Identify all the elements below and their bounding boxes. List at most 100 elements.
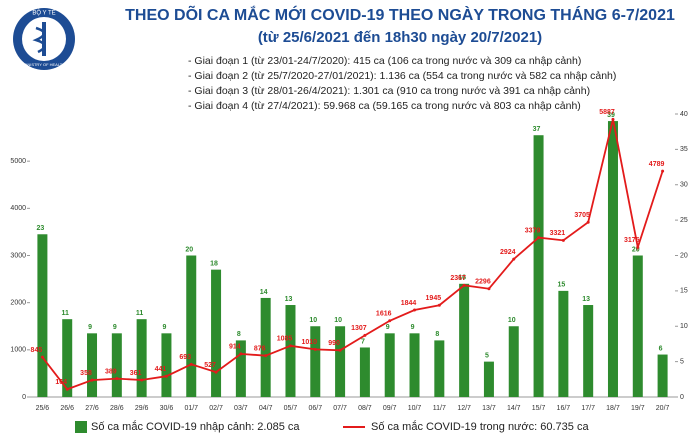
line-label: 527	[204, 362, 216, 369]
bar-label: 9	[411, 324, 415, 331]
line-label: 990	[328, 340, 340, 347]
x-tick-label: 17/7	[581, 405, 595, 412]
bar	[285, 305, 296, 397]
bar	[409, 333, 420, 397]
line-point	[189, 362, 193, 366]
legend-label: Số ca mắc COVID-19 trong nước: 60.735 ca	[371, 420, 589, 433]
bar-label: 6	[659, 345, 663, 352]
x-tick-label: 26/6	[60, 405, 74, 412]
y2-tick-label: 40	[680, 111, 688, 118]
line-label: 1844	[401, 300, 417, 307]
line-point	[65, 387, 69, 391]
x-tick-label: 10/7	[408, 405, 422, 412]
bar-label: 9	[386, 324, 390, 331]
y-tick-label: 0	[22, 394, 26, 401]
y-tick-label: 2000	[10, 300, 26, 307]
bar-label: 8	[237, 331, 241, 338]
x-tick-label: 09/7	[383, 405, 397, 412]
line-label: 914	[229, 344, 241, 351]
x-tick-label: 12/7	[457, 405, 471, 412]
y-tick-label: 5000	[10, 158, 26, 165]
line-point	[611, 117, 615, 121]
bar	[62, 319, 73, 397]
bar	[37, 234, 48, 397]
line-point	[537, 236, 541, 240]
x-tick-label: 27/6	[85, 405, 99, 412]
bar-label: 13	[285, 296, 293, 303]
bar	[186, 255, 197, 397]
chart-subtitle: (từ 25/6/2021 đến 18h30 ngày 20/7/2021)	[258, 29, 542, 46]
line-label: 3705	[574, 212, 590, 219]
bar-label: 39	[607, 112, 615, 119]
bar	[111, 333, 122, 397]
x-tick-label: 20/7	[656, 405, 670, 412]
line-label: 1010	[301, 339, 317, 346]
bar-label: 8	[435, 331, 439, 338]
line-label: 2367	[450, 275, 466, 282]
y-tick-label: 3000	[10, 252, 26, 259]
bar-label: 13	[582, 296, 590, 303]
bar	[359, 347, 370, 397]
x-tick-label: 07/7	[333, 405, 347, 412]
line-point	[264, 354, 268, 358]
x-tick-label: 04/7	[259, 405, 273, 412]
logo-top: BỘ Y TẾ	[32, 10, 55, 17]
logo: BỘ Y TẾ MINISTRY OF HEALTH	[13, 8, 75, 70]
line-point	[512, 257, 516, 261]
bar-label: 9	[162, 324, 166, 331]
line-point	[288, 344, 292, 348]
logo-bottom: MINISTRY OF HEALTH	[23, 62, 65, 67]
bar-label: 20	[185, 246, 193, 253]
note: - Giai đoạn 3 (từ 28/01-26/4/2021): 1.30…	[188, 85, 590, 97]
bar-label: 37	[533, 126, 541, 133]
line-label: 3175	[624, 237, 640, 244]
bar-label: 11	[136, 310, 144, 317]
bar	[161, 333, 172, 397]
note: - Giai đoạn 1 (từ 23/01-24/7/2020): 415 …	[188, 55, 581, 67]
bar	[87, 333, 98, 397]
bar-label: 16	[458, 275, 466, 282]
x-tick-label: 05/7	[284, 405, 298, 412]
legend-swatch	[75, 421, 87, 433]
bar-label: 9	[88, 324, 92, 331]
line-point	[561, 238, 565, 242]
line-label: 389	[105, 368, 117, 375]
bar	[632, 255, 643, 397]
line-point	[164, 374, 168, 378]
bar-label: 15	[557, 282, 565, 289]
line-point	[636, 245, 640, 249]
y2-tick-label: 10	[680, 323, 688, 330]
line-point	[140, 378, 144, 382]
line-point	[115, 377, 119, 381]
bar-label: 14	[260, 289, 268, 296]
bar-label: 11	[62, 310, 70, 317]
line-label: 3379	[525, 227, 541, 234]
line-label: 1307	[351, 325, 367, 332]
line-point	[487, 287, 491, 291]
line-label: 2924	[500, 249, 516, 256]
legend-label: Số ca mắc COVID-19 nhập cảnh: 2.085 ca	[91, 420, 300, 433]
line-point	[388, 319, 392, 323]
line-point	[462, 283, 466, 287]
line-point	[363, 333, 367, 337]
bar	[508, 326, 519, 397]
bar-label: 10	[508, 317, 516, 324]
bar	[136, 319, 147, 397]
note: - Giai đoạn 4 (từ 27/4/2021): 59.968 ca …	[188, 100, 581, 112]
bar	[211, 269, 222, 397]
bar	[434, 340, 445, 397]
line-point	[239, 352, 243, 356]
x-tick-label: 19/7	[631, 405, 645, 412]
y-tick-label: 4000	[10, 205, 26, 212]
y2-tick-label: 30	[680, 182, 688, 189]
note: - Giai đoạn 2 (từ 25/7/2020-27/01/2021):…	[188, 70, 616, 82]
line-point	[413, 308, 417, 312]
x-tick-label: 06/7	[308, 405, 322, 412]
line-label: 358	[80, 370, 92, 377]
bar	[483, 361, 494, 397]
line-label: 3321	[550, 230, 566, 237]
line-point	[586, 220, 590, 224]
line-label: 361	[130, 370, 142, 377]
